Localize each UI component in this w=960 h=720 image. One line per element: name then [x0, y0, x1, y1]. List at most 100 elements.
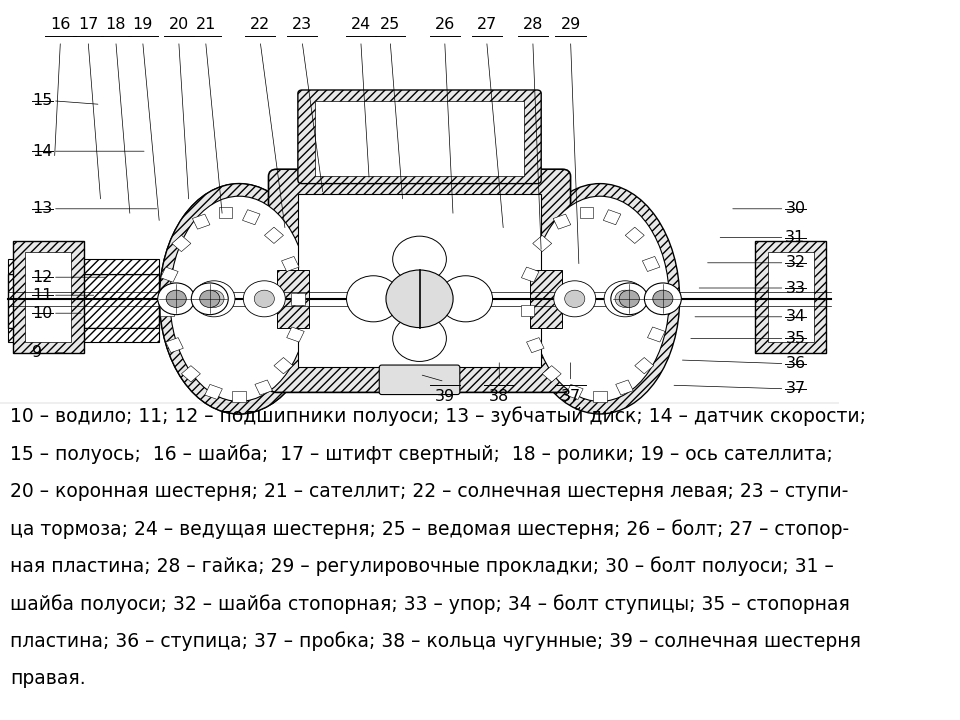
Text: 33: 33: [785, 281, 805, 295]
Bar: [172, 235, 191, 251]
FancyBboxPatch shape: [269, 169, 570, 392]
Text: ца тормоза; 24 – ведущая шестерня; 25 – ведомая шестерня; 26 – болт; 27 – стопор: ца тормоза; 24 – ведущая шестерня; 25 – …: [10, 519, 850, 539]
Bar: [553, 214, 571, 229]
Circle shape: [619, 290, 639, 307]
Text: шайба полуоси; 32 – шайба стопорная; 33 – упор; 34 – болт ступицы; 35 – стопорна: шайба полуоси; 32 – шайба стопорная; 33 …: [10, 594, 850, 613]
Circle shape: [347, 276, 400, 322]
Bar: [580, 207, 593, 218]
Text: 17: 17: [78, 17, 98, 32]
Text: ная пластина; 28 – гайка; 29 – регулировочные прокладки; 30 – болт полуоси; 31 –: ная пластина; 28 – гайка; 29 – регулиров…: [10, 557, 834, 576]
Bar: [625, 228, 644, 243]
Bar: [291, 293, 304, 305]
FancyBboxPatch shape: [12, 241, 84, 353]
Circle shape: [615, 290, 636, 307]
Bar: [181, 366, 201, 382]
FancyBboxPatch shape: [530, 270, 563, 328]
Text: 15: 15: [32, 94, 52, 108]
Text: пластина; 36 – ступица; 37 – пробка; 38 – кольца чугунные; 39 – солнечная шестер: пластина; 36 – ступица; 37 – пробка; 38 …: [10, 631, 861, 651]
Circle shape: [393, 315, 446, 361]
Text: 15 – полуось;  16 – шайба;  17 – штифт свертный;  18 – ролики; 19 – ось сателлит: 15 – полуось; 16 – шайба; 17 – штифт све…: [10, 444, 833, 464]
Circle shape: [439, 276, 492, 322]
FancyBboxPatch shape: [756, 241, 827, 353]
Bar: [160, 305, 174, 316]
Text: правая.: правая.: [10, 669, 85, 688]
Text: 36: 36: [785, 356, 805, 371]
Circle shape: [644, 283, 682, 315]
Text: 23: 23: [292, 17, 312, 32]
Text: 28: 28: [522, 17, 543, 32]
Circle shape: [393, 236, 446, 282]
FancyBboxPatch shape: [9, 274, 159, 328]
FancyBboxPatch shape: [768, 252, 814, 342]
Text: 27: 27: [476, 17, 496, 32]
Text: 37: 37: [785, 382, 805, 396]
Circle shape: [254, 290, 275, 307]
Ellipse shape: [159, 184, 319, 414]
Ellipse shape: [531, 197, 669, 402]
Circle shape: [200, 290, 220, 307]
Text: 18: 18: [106, 17, 126, 32]
FancyBboxPatch shape: [276, 270, 309, 328]
Text: 29: 29: [561, 17, 581, 32]
Circle shape: [166, 290, 186, 307]
Text: 34: 34: [785, 310, 805, 324]
Bar: [521, 305, 535, 316]
Text: 26: 26: [435, 17, 455, 32]
Circle shape: [157, 283, 195, 315]
FancyBboxPatch shape: [25, 252, 71, 342]
FancyBboxPatch shape: [9, 328, 159, 342]
Bar: [255, 380, 273, 395]
Text: 24: 24: [350, 17, 371, 32]
Bar: [281, 256, 300, 271]
Circle shape: [554, 281, 596, 317]
Circle shape: [386, 270, 453, 328]
Bar: [264, 228, 283, 243]
Bar: [232, 391, 246, 402]
Text: 35: 35: [785, 331, 805, 346]
Bar: [243, 210, 260, 225]
FancyBboxPatch shape: [298, 90, 541, 184]
FancyBboxPatch shape: [0, 0, 839, 403]
Text: 20 – коронная шестерня; 21 – сателлит; 22 – солнечная шестерня левая; 23 – ступи: 20 – коронная шестерня; 21 – сателлит; 2…: [10, 482, 849, 500]
Text: 10: 10: [32, 306, 52, 320]
Circle shape: [564, 290, 585, 307]
Text: 22: 22: [250, 17, 270, 32]
Bar: [647, 327, 665, 342]
Text: 16: 16: [50, 17, 71, 32]
Text: 25: 25: [380, 17, 400, 32]
Text: 9: 9: [32, 346, 42, 360]
Bar: [615, 380, 634, 395]
Ellipse shape: [520, 184, 680, 414]
Text: 14: 14: [32, 144, 52, 158]
Text: 12: 12: [32, 270, 52, 284]
Bar: [287, 327, 304, 342]
Ellipse shape: [159, 184, 319, 414]
FancyBboxPatch shape: [9, 259, 159, 274]
Bar: [593, 391, 607, 402]
Text: 19: 19: [132, 17, 153, 32]
Circle shape: [243, 281, 285, 317]
Circle shape: [204, 290, 224, 307]
Text: 30: 30: [785, 202, 805, 216]
Text: 32: 32: [785, 256, 805, 270]
Bar: [219, 207, 232, 218]
Circle shape: [604, 281, 646, 317]
Ellipse shape: [170, 197, 308, 402]
Bar: [192, 214, 210, 229]
Bar: [526, 338, 544, 353]
Text: 10 – водило; 11; 12 – подшипники полуоси; 13 – зубчатый диск; 14 – датчик скорос: 10 – водило; 11; 12 – подшипники полуоси…: [10, 407, 866, 426]
FancyBboxPatch shape: [315, 101, 524, 176]
Circle shape: [653, 290, 673, 307]
Text: 31: 31: [785, 230, 805, 245]
Text: 38: 38: [490, 389, 510, 404]
Bar: [565, 384, 583, 400]
Bar: [166, 338, 183, 353]
Text: 39: 39: [435, 389, 455, 404]
Bar: [521, 267, 539, 282]
Bar: [642, 256, 660, 271]
Bar: [635, 358, 654, 374]
Bar: [652, 293, 665, 305]
Bar: [274, 358, 293, 374]
Text: 20: 20: [169, 17, 189, 32]
Bar: [603, 210, 621, 225]
